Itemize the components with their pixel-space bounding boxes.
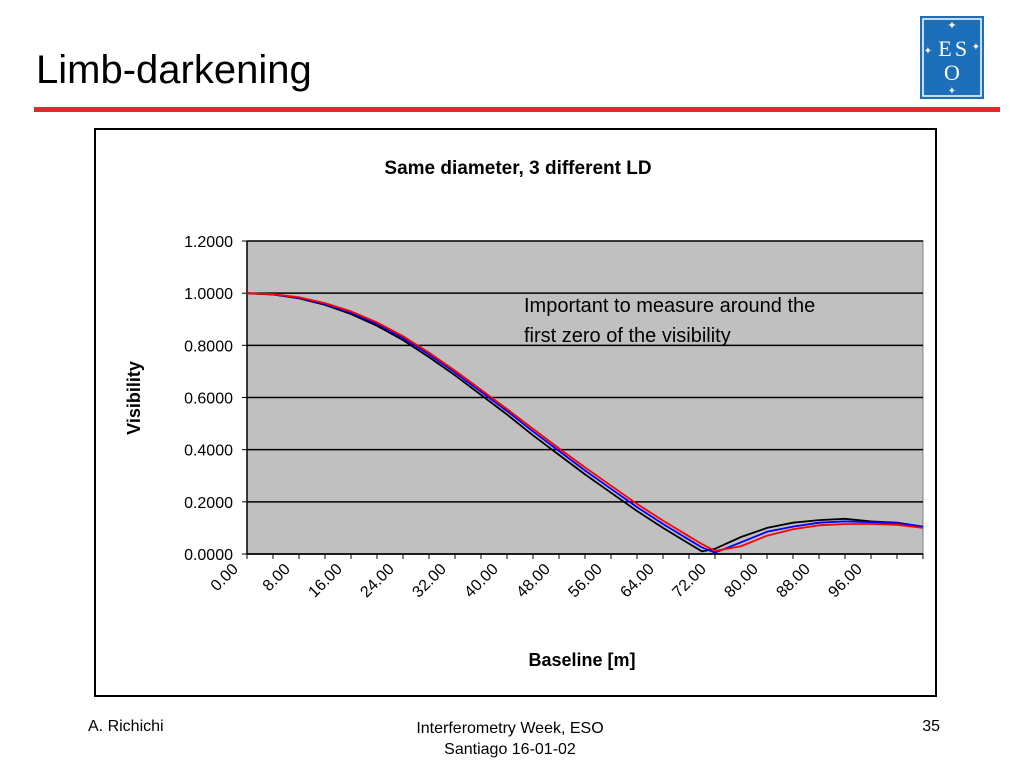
annotation-line-2: first zero of the visibility [524, 325, 731, 347]
y-tick-label: 0.4000 [184, 443, 233, 460]
footer-event-line-1: Interferometry Week, ESO [416, 720, 604, 737]
logo-letter-s: S [955, 36, 967, 61]
x-tick-label: 32.00 [409, 561, 449, 601]
x-tick-label: 48.00 [513, 561, 553, 601]
y-tick-label: 0.6000 [184, 391, 233, 408]
x-tick-label: 0.00 [208, 561, 242, 595]
logo-star-right: ✦ [972, 42, 980, 53]
logo-letter-e: E [938, 36, 951, 61]
series-line-1 [246, 292, 924, 553]
footer-page-number: 35 [922, 718, 940, 735]
logo-star-top: ✦ [947, 19, 956, 32]
footer-event: Interferometry Week, ESO Santiago 16-01-… [380, 718, 640, 760]
x-tick-label: 16.00 [305, 561, 345, 601]
eso-logo: ✦ ✦ ✦ ✦ E S O [920, 16, 984, 99]
x-tick-label: 64.00 [617, 561, 657, 601]
title-rule [34, 107, 1000, 112]
slide-title: Limb-darkening [36, 48, 312, 92]
x-tick-label: 56.00 [565, 561, 605, 601]
logo-star-left: ✦ [924, 46, 932, 57]
x-tick-label: 72.00 [669, 561, 709, 601]
series-line-3 [246, 292, 924, 552]
visibility-chart: Same diameter, 3 different LD 0.0000 0.20… [124, 158, 924, 670]
logo-letter-o: O [944, 60, 960, 85]
footer-event-line-2: Santiago 16-01-02 [444, 741, 576, 758]
chart-annotation: Important to measure around the first ze… [524, 295, 821, 347]
logo-border [922, 18, 982, 97]
chart-frame: Same diameter, 3 different LD 0.0000 0.20… [94, 128, 937, 697]
y-axis-label: Visibility [124, 361, 144, 435]
y-tick-label: 1.2000 [184, 234, 233, 251]
x-axis-label: Baseline [m] [528, 650, 635, 670]
chart-title: Same diameter, 3 different LD [384, 158, 651, 179]
y-tick-label: 0.0000 [184, 547, 233, 564]
y-tick-label: 0.2000 [184, 495, 233, 512]
y-tick-label: 0.8000 [184, 338, 233, 355]
x-tick-label: 24.00 [357, 561, 397, 601]
x-tick-label: 40.00 [461, 561, 501, 601]
series-line-2 [246, 292, 924, 554]
logo-background [920, 16, 984, 99]
x-tick-label: 88.00 [773, 561, 813, 601]
logo-star-bottom: ✦ [948, 86, 956, 97]
x-tick-label: 96.00 [825, 561, 865, 601]
annotation-line-1: Important to measure around the [524, 295, 815, 317]
footer-author: A. Richichi [88, 718, 164, 735]
y-tick-label: 1.0000 [184, 286, 233, 303]
x-tick-label: 80.00 [721, 561, 761, 601]
x-tick-label: 8.00 [260, 561, 294, 595]
